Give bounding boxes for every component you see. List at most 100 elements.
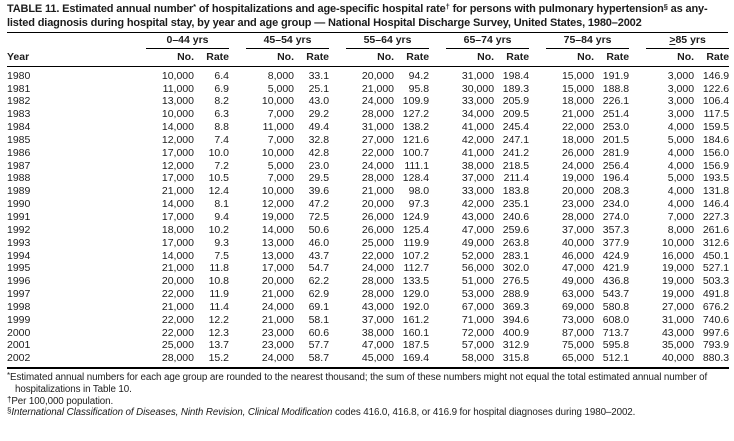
cell-year: 1984 [7,121,31,134]
cell-year: 1985 [7,133,31,146]
cell-rate: 6.9 [214,82,230,95]
column-gap [529,339,546,352]
column-gap [529,34,546,50]
age-group-text: 65–74 yrs [463,34,512,46]
cell-rate: 8.1 [214,198,230,211]
cell-rate: 129.0 [402,288,430,301]
col-header-no: No. [646,49,695,67]
cell-no: 57,000 [461,339,495,352]
column-gap [629,160,646,173]
cell-no: 4,000 [667,185,695,198]
footnotes: *Estimated annual numbers for each age g… [7,372,728,419]
cell-rate: 256.4 [602,159,630,172]
column-gap [129,66,146,82]
age-group-header: 45–54 yrs [246,34,330,50]
cell-rate: 32.8 [308,133,330,146]
cell-rate: 184.6 [702,133,730,146]
footnote: †Per 100,000 population. [7,395,728,408]
column-gap [129,314,146,327]
column-gap [129,49,146,67]
cell-rate: 189.3 [502,82,530,95]
cell-no: 37,000 [461,172,495,185]
cell-rate: 205.9 [502,95,530,108]
cell-no: 21,000 [261,313,295,326]
age-group-label: >85 yrs [646,34,730,49]
column-gap [629,237,646,250]
cell-no: 19,000 [561,172,595,185]
cell-no: 11,000 [262,121,295,134]
column-gap [529,327,546,340]
cell-rate: 49.4 [308,121,330,134]
cell-no: 38,000 [461,159,495,172]
cell-rate: 608.0 [602,313,630,326]
column-gap [329,262,346,275]
cell-no: 10,000 [661,236,695,249]
cell-no: 42,000 [461,133,495,146]
cell-no: 22,000 [361,249,395,262]
column-gap [629,275,646,288]
cell-rate: 94.2 [408,69,430,82]
cell-no: 12,000 [161,159,194,172]
column-gap [629,121,646,134]
cell-no: 30,000 [461,82,495,95]
cell-no: 19,000 [661,262,695,275]
cell-no: 22,000 [161,288,194,301]
cell-year: 1986 [7,146,31,159]
cell-no: 26,000 [561,146,595,159]
cell-rate: 47.2 [308,198,330,211]
age-group-label: 0–44 yrs [146,34,230,49]
cell-rate: 97.3 [408,198,430,211]
cell-rate: 357.3 [602,223,630,236]
cell-no: 25,000 [361,236,395,249]
column-gap [329,327,346,340]
table-row: 1986 17,000 10.0 10,000 42.8 22,000 100.7 41,00… [7,147,729,160]
cell-no: 13,000 [261,249,295,262]
cell-rate: 58.1 [308,313,330,326]
column-gap [329,185,346,198]
cell-rate: 183.8 [502,185,530,198]
column-gap [429,211,446,224]
cell-rate: 12.4 [208,185,230,198]
cell-rate: 95.8 [408,82,430,95]
age-group-text: 55–64 yrs [363,34,412,46]
cell-rate: 109.9 [402,95,430,108]
cell-year: 2001 [7,339,31,352]
column-gap [429,185,446,198]
cell-rate: 240.6 [502,210,530,223]
col-header-rate: Rate [594,49,630,67]
column-gap [329,237,346,250]
column-gap [229,301,246,314]
footnote-marker: § [7,406,12,416]
age-group-header: >85 yrs [646,34,730,50]
footnote: §International Classification of Disease… [7,407,728,419]
cell-no: 22,000 [361,146,395,159]
cell-no: 41,000 [461,146,495,159]
cell-rate: 187.5 [402,339,430,352]
cell-rate: 274.0 [602,210,630,223]
column-gap [529,314,546,327]
cell-rate: 503.3 [702,275,730,288]
column-gap [129,95,146,108]
cell-rate: 312.9 [502,339,530,352]
column-gap [529,95,546,108]
column-gap [329,49,347,67]
section-marker: § [663,2,668,11]
table-row: 1993 17,000 9.3 13,000 46.0 25,000 119.9 49,000… [7,237,729,250]
cell-rate: 117.5 [703,108,730,121]
cell-year: 1993 [7,236,31,249]
title-text: TABLE 11. Estimated annual number [7,3,194,15]
cell-no: 45,000 [346,352,395,370]
cell-rate: 29.5 [308,172,330,185]
column-gap [229,121,246,134]
column-gap [229,108,246,121]
cell-no: 56,000 [461,262,495,275]
footnote-text: Estimated annual numbers for each age gr… [10,372,708,395]
cell-rate: 124.9 [402,210,430,223]
cell-no: 52,000 [461,249,495,262]
column-gap [229,237,246,250]
cell-no: 40,000 [646,352,695,370]
column-gap [529,185,546,198]
column-gap [229,211,246,224]
cell-rate: 133.5 [402,275,430,288]
col-header-no: No. [446,49,495,67]
